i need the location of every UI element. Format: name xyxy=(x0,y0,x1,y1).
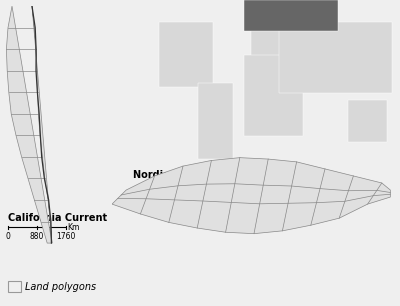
Polygon shape xyxy=(112,158,390,234)
Polygon shape xyxy=(6,6,52,243)
Bar xyxy=(251,22,290,60)
Text: 880: 880 xyxy=(30,232,44,241)
Text: Km: Km xyxy=(68,223,80,232)
Text: California Current: California Current xyxy=(8,213,107,223)
Bar xyxy=(198,83,233,159)
Bar xyxy=(159,22,213,87)
Text: 3,000: 3,000 xyxy=(237,189,259,198)
Bar xyxy=(244,0,338,31)
Bar xyxy=(280,22,392,93)
Text: Land polygons: Land polygons xyxy=(25,282,96,292)
Bar xyxy=(348,100,387,142)
Text: 0: 0 xyxy=(6,232,10,241)
Text: 0: 0 xyxy=(196,189,200,198)
Text: Nordic and Barents Sea: Nordic and Barents Sea xyxy=(133,170,263,180)
Bar xyxy=(244,54,303,136)
Text: 6,000: 6,000 xyxy=(287,189,309,198)
Bar xyxy=(8,281,21,292)
Text: 1760: 1760 xyxy=(56,232,76,241)
Text: Km: Km xyxy=(300,180,312,189)
